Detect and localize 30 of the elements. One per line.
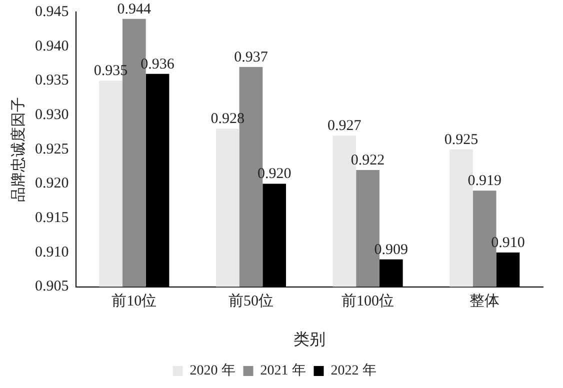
x-tick-label: 前100位 bbox=[342, 292, 394, 310]
y-axis-title: 品牌忠诚度因子 bbox=[10, 96, 27, 202]
data-label: 0.944 bbox=[117, 1, 152, 18]
y-tick-label: 0.935 bbox=[35, 72, 69, 89]
y-tick-label: 0.920 bbox=[35, 176, 69, 192]
data-label: 0.936 bbox=[140, 56, 175, 72]
x-tick-label: 前50位 bbox=[228, 292, 274, 310]
data-label: 0.909 bbox=[374, 242, 408, 258]
legend-label: 2022 年 bbox=[330, 362, 376, 379]
data-label: 0.919 bbox=[468, 173, 502, 190]
y-tick-label: 0.910 bbox=[35, 244, 69, 260]
data-label: 0.920 bbox=[257, 166, 292, 182]
y-tick-label: 0.945 bbox=[35, 4, 69, 20]
x-tick-label: 整体 bbox=[470, 292, 500, 310]
data-label: 0.935 bbox=[94, 63, 128, 80]
y-tick-label: 0.915 bbox=[35, 210, 69, 226]
data-label: 0.910 bbox=[491, 234, 525, 251]
data-label: 0.925 bbox=[444, 132, 478, 148]
legend-label: 2021 年 bbox=[260, 362, 306, 379]
y-tick-label: 0.905 bbox=[35, 278, 69, 295]
x-axis-title: 类别 bbox=[293, 330, 326, 349]
data-label: 0.937 bbox=[234, 49, 268, 66]
data-label: 0.922 bbox=[350, 152, 385, 168]
legend-label: 2020 年 bbox=[190, 362, 236, 379]
y-tick-label: 0.930 bbox=[35, 106, 69, 123]
y-tick-label: 0.940 bbox=[35, 38, 69, 54]
y-tick-label: 0.925 bbox=[35, 141, 69, 158]
x-tick-label: 前10位 bbox=[112, 292, 157, 310]
data-label: 0.928 bbox=[210, 111, 244, 128]
data-label: 0.927 bbox=[328, 118, 362, 134]
